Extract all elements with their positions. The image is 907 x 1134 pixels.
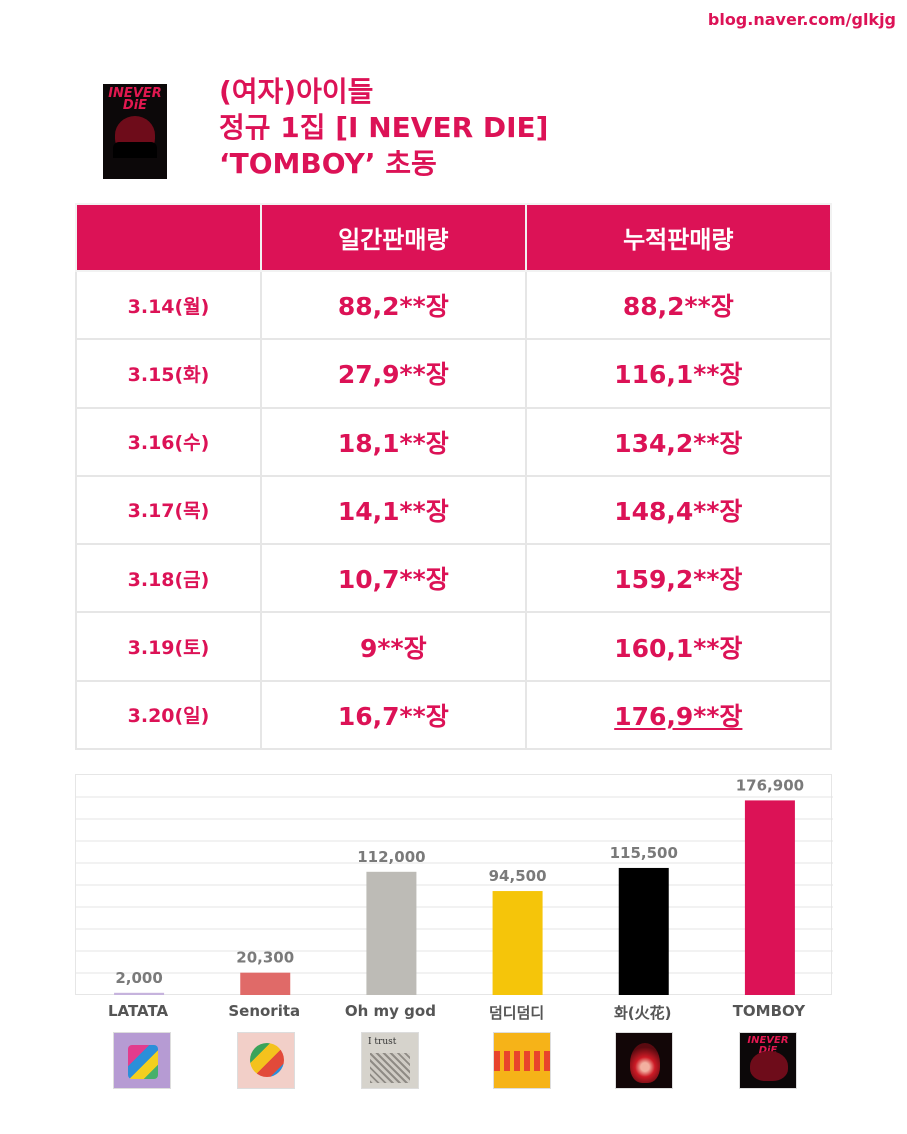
chart-category-label: 덤디덤디	[488, 1004, 545, 1022]
row-daily: 88,2**장	[260, 269, 527, 341]
title-line-3: ‘TOMBOY’ 초동	[219, 147, 437, 180]
row-date: 3.19(토)	[75, 611, 262, 682]
row-cumulative: 160,1**장	[524, 611, 833, 682]
cover-dumdi	[493, 1032, 551, 1089]
row-cumulative: 88,2**장	[524, 269, 833, 341]
cover-latata-art	[128, 1045, 158, 1079]
album-cover-title: INEVER DiE	[103, 86, 167, 113]
row-date: 3.18(금)	[75, 543, 262, 614]
chart-category-label: Oh my god	[344, 1002, 436, 1020]
row-date: 3.16(수)	[75, 406, 262, 477]
cover-tomboy-title: INEVER DiE	[740, 1036, 796, 1056]
table-row: 3.18(금) 10,7**장 159,2**장	[75, 543, 833, 614]
chart-svg: 2,000 20,300 112,000 94,500 115,500 176,900	[76, 776, 833, 995]
chart-data-label: 115,500	[610, 844, 678, 862]
title-line-1: (여자)아이들	[219, 75, 374, 108]
table-row: 3.16(수) 18,1**장 134,2**장	[75, 406, 833, 477]
chart-data-label: 176,900	[736, 776, 804, 794]
sales-comparison-chart: 2,000 20,300 112,000 94,500 115,500 176,900	[75, 774, 833, 995]
table-row: 3.14(월) 88,2**장 88,2**장	[75, 269, 833, 341]
row-date: 3.14(월)	[75, 269, 262, 341]
table-row: 3.19(토) 9**장 160,1**장	[75, 611, 833, 682]
album-cover-figures	[113, 142, 157, 158]
cover-hwaa-art	[630, 1043, 660, 1083]
row-cumulative: 134,2**장	[524, 406, 833, 477]
album-cover-image: INEVER DiE	[103, 84, 167, 179]
cover-ohmygod: I trust	[361, 1032, 419, 1089]
row-cumulative: 159,2**장	[524, 543, 833, 614]
chart-data-label: 112,000	[357, 848, 425, 866]
row-daily: 9**장	[260, 611, 527, 682]
table-row: 3.17(목) 14,1**장 148,4**장	[75, 474, 833, 546]
chart-bar	[240, 972, 291, 995]
row-daily: 10,7**장	[260, 543, 527, 614]
chart-bar	[744, 800, 795, 995]
table-row: 3.20(일) 16,7**장 176,9**장	[75, 679, 833, 751]
chart-data-label: 20,300	[236, 949, 294, 967]
header-empty	[75, 203, 262, 272]
title-line-2: 정규 1집 [I NEVER DIE]	[219, 111, 549, 144]
cover-tomboy-art	[750, 1051, 788, 1081]
header-cumulative: 누적판매량	[524, 203, 833, 272]
cover-senorita-art	[250, 1043, 284, 1077]
cover-tomboy-title-line-1: INEVER	[747, 1035, 789, 1046]
row-daily: 27,9**장	[260, 338, 527, 409]
row-date: 3.17(목)	[75, 474, 262, 546]
chart-category-label: TOMBOY	[732, 1002, 806, 1020]
cover-tomboy-title-line-2: DiE	[740, 1046, 796, 1056]
row-cumulative: 116,1**장	[524, 338, 833, 409]
row-date: 3.15(화)	[75, 338, 262, 409]
chart-category-label: LATATA	[107, 1002, 169, 1020]
chart-category-label: 화(火花)	[613, 1004, 672, 1022]
row-daily: 18,1**장	[260, 406, 527, 477]
cover-senorita	[237, 1032, 295, 1089]
source-watermark: blog.naver.com/glkjg	[707, 10, 896, 29]
row-daily: 16,7**장	[260, 679, 527, 751]
cover-ohmygod-art	[370, 1053, 410, 1083]
row-cumulative: 148,4**장	[524, 474, 833, 546]
chart-data-label: 2,000	[115, 969, 162, 987]
header-daily: 일간판매량	[260, 203, 527, 272]
chart-bar	[492, 891, 543, 995]
chart-bar	[114, 992, 165, 995]
chart-data-label: 94,500	[489, 867, 547, 885]
cover-latata	[113, 1032, 171, 1089]
chart-category-label: Senorita	[228, 1002, 301, 1020]
row-daily: 14,1**장	[260, 474, 527, 546]
sales-table: 일간판매량 누적판매량 3.14(월) 88,2**장 88,2**장 3.15…	[75, 203, 833, 751]
cover-tomboy: INEVER DiE	[739, 1032, 797, 1089]
chart-bar	[618, 867, 669, 995]
album-cover-title-line-1: INEVER	[108, 86, 162, 101]
chart-bar	[366, 871, 417, 995]
cover-ohmygod-text: I trust	[368, 1037, 397, 1047]
table-row: 3.15(화) 27,9**장 116,1**장	[75, 338, 833, 409]
album-cover-title-line-2: DiE	[122, 98, 148, 113]
cover-hwaa	[615, 1032, 673, 1089]
row-date: 3.20(일)	[75, 679, 262, 751]
row-cumulative: 176,9**장	[524, 679, 833, 751]
page-title: (여자)아이들 정규 1집 [I NEVER DIE] ‘TOMBOY’ 초동	[219, 74, 548, 182]
table-header-row: 일간판매량 누적판매량	[75, 203, 833, 272]
cover-dumdi-art	[494, 1051, 550, 1071]
